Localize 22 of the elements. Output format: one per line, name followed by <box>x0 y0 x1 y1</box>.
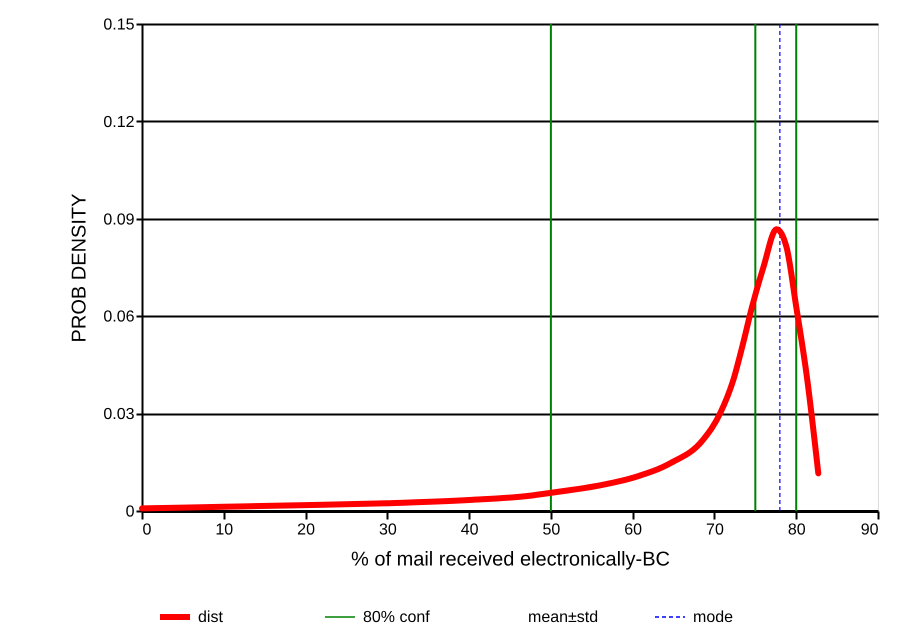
y-axis-title: PROB DENSITY <box>68 194 90 342</box>
legend-label: 80% conf <box>363 609 430 626</box>
x-tick-label: 20 <box>297 522 316 538</box>
x-axis-title: % of mail received electronically-BC <box>350 548 670 570</box>
y-tick-label: 0.15 <box>103 16 135 34</box>
legend-label: mode <box>693 609 734 626</box>
y-tick-label: 0.12 <box>103 114 135 131</box>
y-tick-label: 0.06 <box>103 308 135 326</box>
x-tick-label: 40 <box>460 522 479 538</box>
x-tick-label: 60 <box>624 522 642 538</box>
x-tick-label: 30 <box>378 522 397 538</box>
x-tick-label: 80 <box>788 522 806 538</box>
y-tick-label: 0 <box>126 504 135 520</box>
x-tick-label: 0 <box>142 522 152 538</box>
x-tick-label: 50 <box>542 522 560 538</box>
text: mean±std <box>528 609 598 626</box>
x-tick-label: 70 <box>706 522 724 538</box>
x-tick-label: 10 <box>215 522 234 538</box>
y-tick-label: 0.03 <box>103 406 135 424</box>
legend-label: dist <box>198 609 224 626</box>
x-tick-label: 90 <box>860 522 879 538</box>
y-tick-label: 0.09 <box>103 211 135 228</box>
